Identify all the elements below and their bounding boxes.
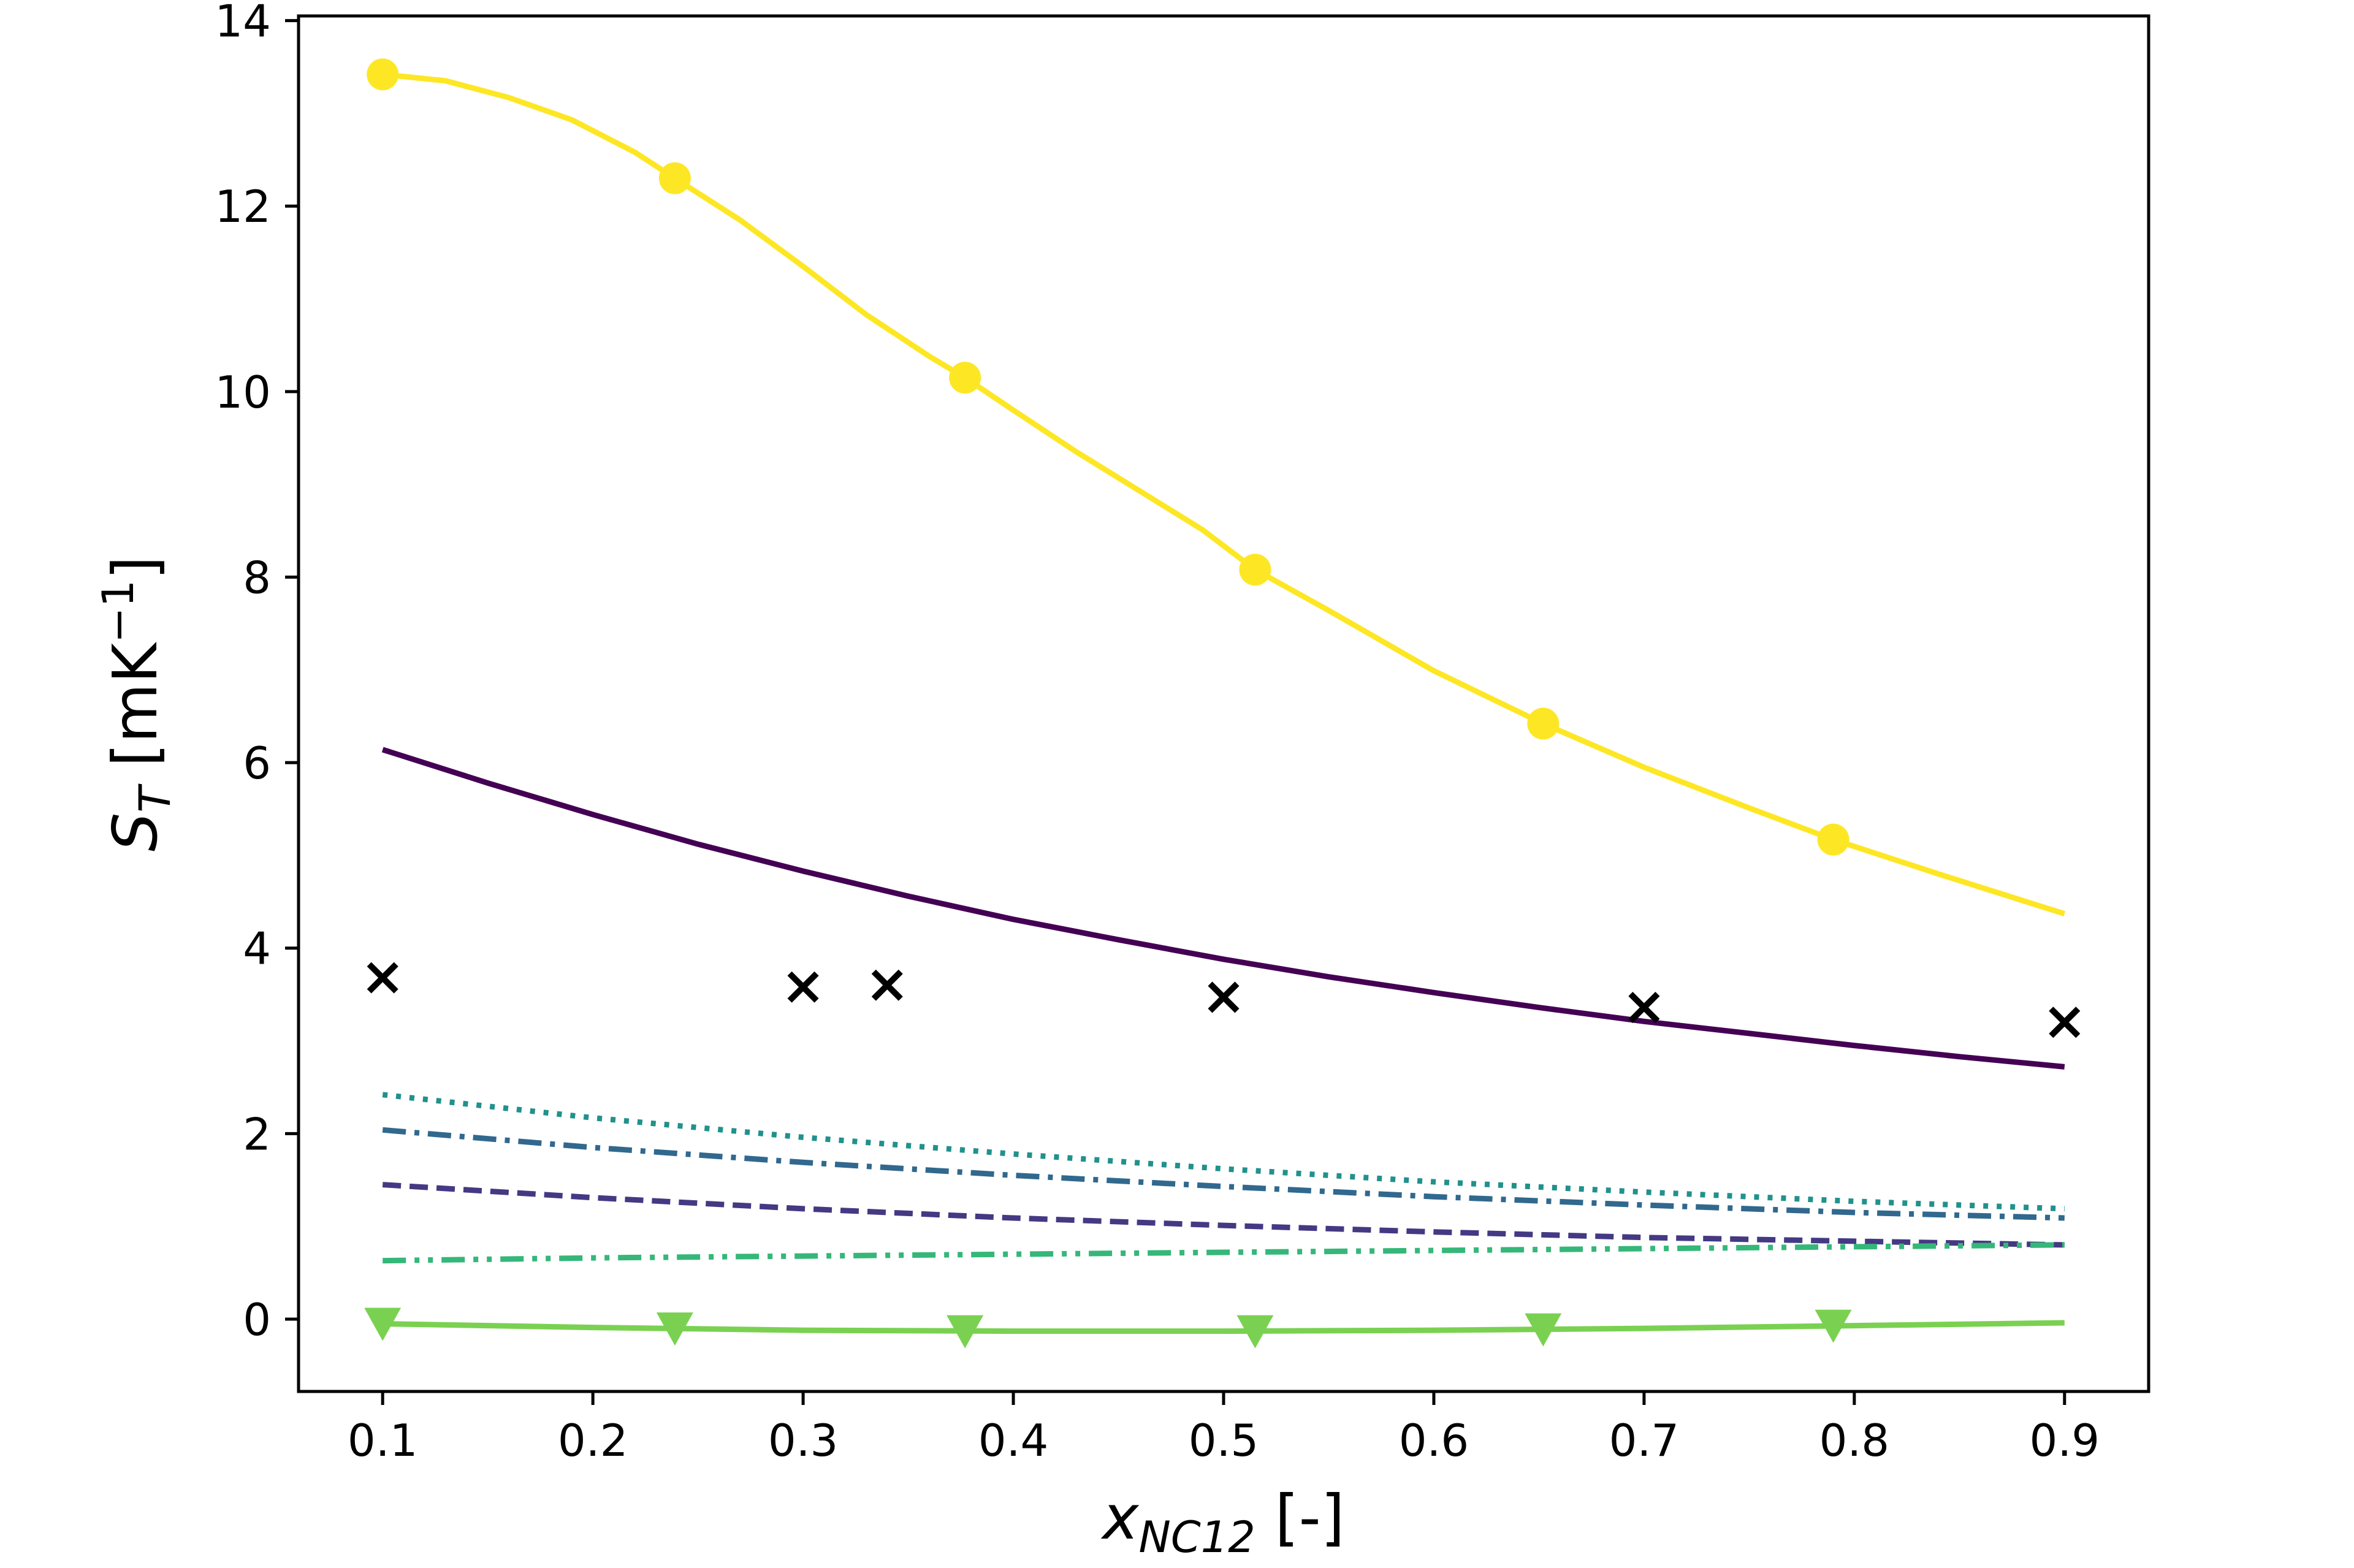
y-axis-ticks: 0 2 4 6 8 10 12 14 (215, 0, 299, 1345)
data-point-triangle (1815, 1309, 1852, 1343)
y-tick-label: 6 (243, 737, 271, 789)
data-point-x (367, 962, 398, 994)
data-point-circle (949, 362, 981, 394)
series-2 (381, 747, 2065, 1070)
x-tick-label: 0.3 (768, 1415, 839, 1466)
series-line (382, 1092, 2065, 1212)
x-tick-label: 0.1 (348, 1415, 418, 1466)
data-point-triangle (947, 1315, 984, 1349)
axes-frame (297, 14, 2150, 1393)
series-6 (383, 1242, 2065, 1264)
data-point-x (1208, 981, 1240, 1013)
y-tick-label: 14 (215, 0, 271, 47)
y-axis-label-main: S (99, 813, 171, 851)
data-point-circle (1239, 554, 1271, 586)
x-tick-label: 0.9 (2030, 1415, 2100, 1466)
y-axis-label-unit: [mK (99, 642, 171, 786)
data-point-x (2049, 1007, 2081, 1038)
x-axis-label: xNC12 [-] (1100, 1482, 1344, 1562)
series-8 (367, 962, 2081, 1038)
x-tick-label: 0.4 (978, 1415, 1049, 1466)
series-line (383, 1320, 2065, 1334)
data-point-circle (367, 58, 399, 91)
data-point-x (1628, 992, 1660, 1024)
series-5 (382, 1182, 2065, 1248)
series-line (383, 1242, 2065, 1264)
y-tick-label: 0 (243, 1294, 271, 1345)
data-point-x (787, 971, 819, 1003)
x-axis-label-unit: [-] (1255, 1482, 1345, 1553)
x-tick-label: 0.6 (1399, 1415, 1469, 1466)
data-point-circle (1527, 707, 1560, 740)
series-line (382, 1127, 2065, 1221)
series-4 (382, 1127, 2065, 1221)
data-point-circle (1817, 823, 1849, 856)
data-point-triangle (364, 1307, 402, 1341)
series-line (382, 1182, 2065, 1248)
plot-area (364, 58, 2081, 1349)
x-tick-label: 0.5 (1189, 1415, 1259, 1466)
data-point-circle (658, 162, 691, 194)
y-tick-label: 12 (215, 181, 271, 232)
x-axis-label-subscript: NC12 (1138, 1512, 1255, 1562)
x-axis-label-main: x (1100, 1482, 1140, 1553)
data-point-x (871, 969, 903, 1001)
x-tick-label: 0.2 (558, 1415, 628, 1466)
y-axis-label-superscript: −1 (93, 580, 143, 643)
data-point-triangle (1236, 1315, 1274, 1349)
y-axis-label: ST [mK−1] (93, 556, 180, 851)
x-tick-label: 0.8 (1819, 1415, 1890, 1466)
x-axis-ticks: 0.1 0.2 0.3 0.4 0.5 0.6 0.7 0.8 0.9 (348, 1391, 2100, 1466)
y-tick-label: 2 (243, 1108, 271, 1160)
y-tick-label: 10 (215, 367, 271, 418)
series-line (382, 71, 2066, 916)
y-axis-label-close: ] (99, 556, 171, 580)
y-tick-label: 8 (243, 552, 271, 603)
data-point-triangle (656, 1312, 693, 1346)
series-3 (382, 1092, 2065, 1212)
y-tick-label: 4 (243, 923, 271, 975)
series-1 (367, 58, 2066, 916)
data-point-triangle (1525, 1313, 1562, 1347)
y-axis-label-subscript: T (130, 783, 180, 813)
series-line (381, 747, 2065, 1070)
series-7 (364, 1307, 2065, 1349)
x-tick-label: 0.7 (1609, 1415, 1680, 1466)
